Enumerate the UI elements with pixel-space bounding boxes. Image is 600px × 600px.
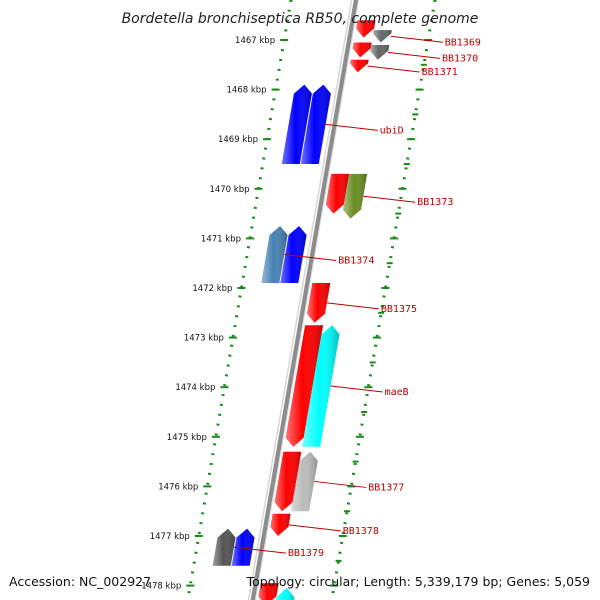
gene-label-leader [363,195,416,203]
gene-label[interactable]: BB1379 [288,548,324,559]
gene-label[interactable]: BB1377 [368,482,404,493]
gene-label-leader [387,51,441,59]
gene-label-leader [330,385,383,393]
gene-label[interactable]: BB1374 [338,256,374,267]
gene-arrow-shading [285,325,324,447]
gene-label[interactable]: maeB [385,387,409,398]
gene-label-leader [390,35,443,43]
gene-arrow-shading [350,59,369,73]
gene-g-f[interactable] [281,84,312,164]
gene-g-t[interactable] [258,583,279,600]
gene-label-leader [326,302,379,310]
gene-arrow-shading [231,528,255,566]
gene-arrow-shading [370,45,390,60]
gene-label[interactable]: BB1369 [445,37,481,48]
gene-label[interactable]: ubiD [380,125,404,136]
tick-label: 1472 kbp [192,284,232,294]
tick-label: 1470 kbp [209,185,249,195]
gene-g-q[interactable] [270,513,291,536]
gene-arrow-shading [281,84,312,164]
tick-label: 1475 kbp [167,433,207,443]
gene-arrow-shading [275,588,295,600]
gene-arrow-shading [261,226,288,283]
tick-label-group: 1467 kbp 1468 kbp 1469 kbp 1470 kbp 1471 kbp… [141,36,275,592]
gene-g-u[interactable] [275,588,295,600]
gene-label[interactable]: BB1378 [343,526,379,537]
gene-g-g[interactable] [300,84,331,164]
gene-g-h[interactable] [325,173,350,214]
gene-g-i[interactable] [343,173,368,219]
tick-label: 1476 kbp [158,482,198,492]
gene-arrow-shading [302,325,340,447]
tick-label: 1471 kbp [201,234,241,244]
gene-arrow-shading [307,283,331,323]
gene-g-m[interactable] [285,325,324,447]
gene-arrow-shading [356,20,376,38]
gene-label-leader [288,524,341,532]
gene-arrow-shading [274,451,302,512]
tick-label: 1468 kbp [227,86,267,96]
gene-arrow-shading [280,226,307,283]
gene-g-l[interactable] [307,283,331,323]
gene-g-e[interactable] [350,59,369,73]
gene-arrow-shading [270,513,291,536]
accession-text: Accession: NC_002927 [9,574,151,589]
gene-label-leader [314,480,367,488]
gene-label-leader [284,254,337,262]
gene-label[interactable]: BB1373 [417,197,453,208]
gene-g-b[interactable] [373,30,392,43]
gene-label[interactable]: BB1375 [381,304,417,315]
gene-arrow-shading [352,42,372,58]
gene-g-p[interactable] [291,451,318,512]
gene-arrow-shading [291,451,318,512]
gene-label-leader [367,65,420,73]
gene-arrow-shading [343,173,368,219]
tick-label: 1467 kbp [235,36,275,46]
gene-g-k[interactable] [280,226,307,283]
gene-group [212,20,392,600]
gene-label[interactable]: BB1371 [422,67,458,78]
gene-g-n[interactable] [302,325,340,447]
gene-g-o[interactable] [274,451,302,512]
gene-label-leader [325,123,378,131]
gene-g-j[interactable] [261,226,288,283]
tick-label: 1478 kbp [141,582,181,592]
gene-arrow-shading [212,528,236,566]
gene-arrow-shading [300,84,331,164]
gene-label-group: BB1369 BB1370 BB1371 ubiD BB1373 BB1374 BB1375… [233,35,481,559]
gene-g-d[interactable] [370,45,390,60]
gene-g-a[interactable] [356,20,376,38]
gene-label-leader [233,546,286,554]
gene-arrow-shading [373,30,392,43]
tick-label: 1474 kbp [175,383,215,393]
gene-arrow-shading [325,173,350,214]
gene-arrow-shading [258,583,279,600]
gene-g-r[interactable] [212,528,236,566]
genome-title: Bordetella bronchiseptica RB50, complete… [122,11,479,27]
tick-label: 1473 kbp [184,334,224,344]
gene-g-c[interactable] [352,42,372,58]
tick-label: 1477 kbp [150,532,190,542]
gene-label[interactable]: BB1370 [442,53,478,64]
gene-g-s[interactable] [231,528,255,566]
genome-backbone [247,0,360,600]
tick-label: 1469 kbp [218,135,258,145]
topology-text: Topology: circular; Length: 5,339,179 bp… [246,574,590,589]
